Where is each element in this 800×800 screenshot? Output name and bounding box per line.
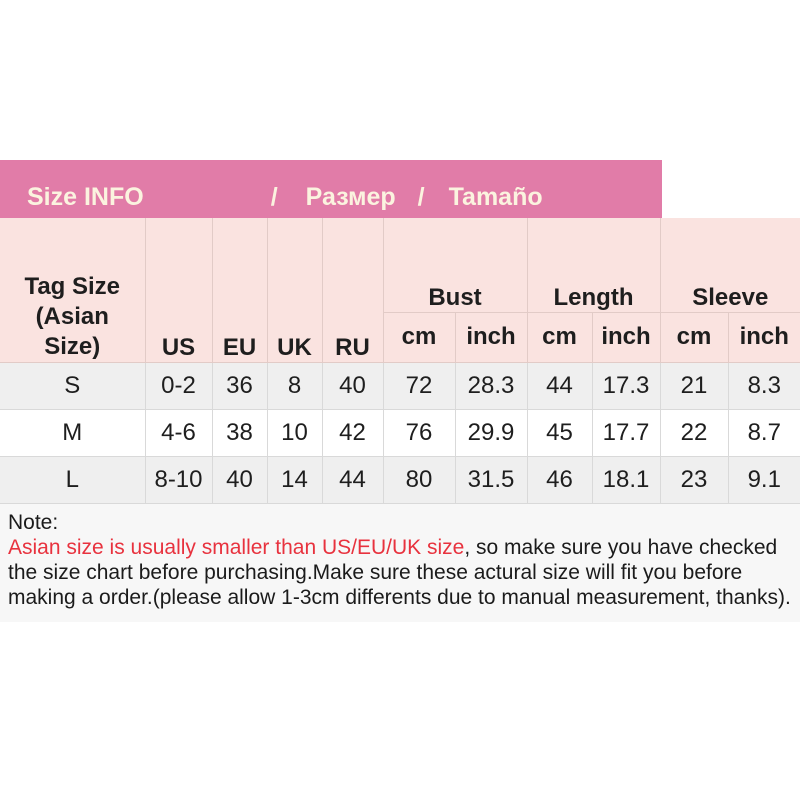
cell-size: S [0,361,146,410]
title-size-info: Size INFO [27,183,144,211]
header-tag-size: Tag Size (Asian Size) [0,218,146,363]
cell-ru: 40 [321,361,384,410]
header-group-length: Length [526,218,661,313]
cell-length-cm: 46 [526,455,593,504]
header-us: US [144,218,213,363]
cell-eu: 40 [211,455,268,504]
cell-bust-inch: 29.9 [454,408,528,457]
title-separator-2: / [417,183,425,211]
cell-eu: 38 [211,408,268,457]
cell-length-cm: 44 [526,361,593,410]
size-table: Tag Size (Asian Size) US EU UK RU Bust L… [0,218,800,504]
cell-bust-cm: 80 [382,455,456,504]
note-label: Note: [8,510,59,534]
cell-sleeve-cm: 23 [659,455,729,504]
header-uk: UK [266,218,323,363]
cell-size: L [0,455,146,504]
header-ru: RU [321,218,384,363]
header-eu: EU [211,218,268,363]
cell-ru: 44 [321,455,384,504]
table-row-s: S 0-2 36 8 40 72 28.3 44 17.3 21 8.3 [0,361,800,410]
title-tamano: Tamaño [448,183,543,211]
cell-us: 0-2 [144,361,213,410]
cell-sleeve-inch: 8.3 [727,361,800,410]
header-group-sleeve: Sleeve [659,218,800,313]
cell-sleeve-inch: 8.7 [727,408,800,457]
cell-uk: 10 [266,408,323,457]
cell-bust-cm: 72 [382,361,456,410]
header-bust-inch: inch [454,311,528,363]
header-sleeve-cm: cm [659,311,729,363]
cell-sleeve-cm: 21 [659,361,729,410]
table-row-m: M 4-6 38 10 42 76 29.9 45 17.7 22 8.7 [0,408,800,457]
cell-us: 8-10 [144,455,213,504]
header-sleeve-inch: inch [727,311,800,363]
cell-eu: 36 [211,361,268,410]
header-length-inch: inch [591,311,661,363]
cell-length-cm: 45 [526,408,593,457]
cell-sleeve-inch: 9.1 [727,455,800,504]
note-highlight: Asian size is usually smaller than US/EU… [8,535,465,559]
cell-length-inch: 17.3 [591,361,661,410]
note-text: Asian size is usually smaller than US/EU… [8,535,792,610]
header-group-bust: Bust [382,218,528,313]
note-rest: , so make sure you have checked the size… [8,535,791,609]
title-bar: Size INFO / Размер / Tamaño [0,160,662,218]
cell-bust-inch: 28.3 [454,361,528,410]
title-razmer: Размер [305,183,396,211]
cell-sleeve-cm: 22 [659,408,729,457]
cell-length-inch: 17.7 [591,408,661,457]
header-length-cm: cm [526,311,593,363]
cell-us: 4-6 [144,408,213,457]
note-section: Note: Asian size is usually smaller than… [0,503,800,622]
cell-size: M [0,408,146,457]
title-separator-1: / [270,183,278,211]
table-row-l: L 8-10 40 14 44 80 31.5 46 18.1 23 9.1 [0,455,800,504]
cell-bust-inch: 31.5 [454,455,528,504]
cell-uk: 8 [266,361,323,410]
cell-uk: 14 [266,455,323,504]
header-bust-cm: cm [383,311,456,363]
cell-bust-cm: 76 [382,408,456,457]
cell-length-inch: 18.1 [591,455,661,504]
cell-ru: 42 [321,408,384,457]
